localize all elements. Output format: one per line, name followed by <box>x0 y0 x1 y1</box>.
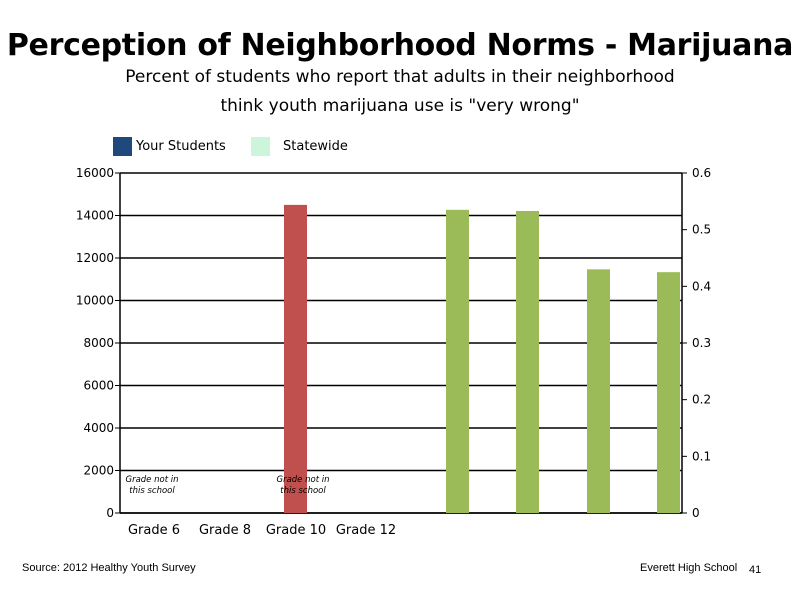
left-axis-tick-label: 8000 <box>83 336 114 350</box>
left-axis-tick-label: 16000 <box>76 166 114 180</box>
left-axis-tick-label: 0 <box>106 506 114 520</box>
left-axis-tick-label: 2000 <box>83 464 114 478</box>
left-axis-tick-label: 10000 <box>76 294 114 308</box>
bar <box>446 209 469 514</box>
source-note: Source: 2012 Healthy Youth Survey <box>22 562 196 574</box>
annotation-text: this school <box>129 486 175 496</box>
chart-title: Perception of Neighborhood Norms - Marij… <box>6 28 794 63</box>
chart-subtitle-line1: Percent of students who report that adul… <box>125 67 675 87</box>
bar <box>587 269 610 513</box>
right-axis-tick-label: 0.1 <box>692 449 711 463</box>
category-label: Grade 12 <box>336 523 396 538</box>
right-axis-tick-label: 0.2 <box>692 393 711 407</box>
right-axis-tick-label: 0.5 <box>692 223 711 237</box>
annotation-text: Grade not in <box>126 475 179 485</box>
left-axis-tick-label: 12000 <box>76 251 114 265</box>
right-axis-tick-label: 0 <box>692 506 700 520</box>
category-label: Grade 8 <box>199 523 251 538</box>
bar <box>657 272 680 513</box>
legend-label-statewide: Statewide <box>283 139 348 154</box>
legend-swatch-statewide <box>251 137 270 156</box>
category-label: Grade 6 <box>128 523 180 538</box>
annotation-text: Grade not in <box>277 475 330 485</box>
left-axis-tick-label: 6000 <box>83 379 114 393</box>
annotation-text: this school <box>280 486 326 496</box>
left-axis-tick-label: 4000 <box>83 421 114 435</box>
bar <box>516 210 539 513</box>
legend-swatch-your-students <box>113 137 132 156</box>
right-axis-tick-label: 0.4 <box>692 279 711 293</box>
left-axis-tick-label: 14000 <box>76 209 114 223</box>
right-axis-tick-label: 0.3 <box>692 336 711 350</box>
category-label: Grade 10 <box>266 523 326 538</box>
legend-label-your-students: Your Students <box>136 139 226 154</box>
page-number: 41 <box>749 564 762 576</box>
right-axis-tick-label: 0.6 <box>692 166 711 180</box>
chart-subtitle-line2: think youth marijuana use is "very wrong… <box>220 96 580 116</box>
bar <box>284 204 307 513</box>
school-name: Everett High School <box>640 562 738 574</box>
